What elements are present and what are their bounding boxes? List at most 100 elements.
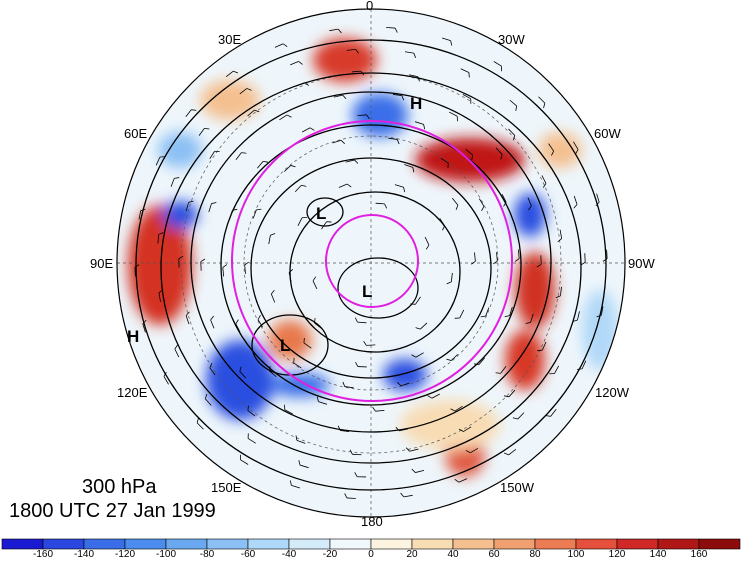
wind-barb	[474, 252, 476, 262]
wind-barb-flag	[580, 261, 586, 266]
wind-barb	[454, 405, 463, 412]
wind-barb	[222, 267, 225, 277]
colorbar-tick-label: 100	[567, 549, 585, 560]
wind-barb	[297, 217, 303, 226]
wind-barb-flag	[492, 260, 498, 265]
wind-barb-flag	[355, 361, 359, 367]
wind-barb-flag	[342, 381, 346, 387]
colorbar-tick-label: 0	[368, 549, 374, 560]
lon-label-30e: 30E	[218, 32, 242, 47]
wind-barb	[256, 161, 264, 169]
wind-barb	[581, 360, 587, 370]
wind-barb-flag	[178, 255, 184, 260]
low-center-marker: L	[362, 282, 373, 301]
wind-barb-flag	[254, 109, 260, 113]
wind-barb-flag	[542, 183, 547, 188]
wind-barb-flag	[411, 468, 416, 473]
wind-barb-flag	[473, 363, 480, 366]
wind-barb	[408, 74, 418, 77]
wind-barb	[321, 221, 327, 230]
wind-barb-flag	[425, 244, 430, 250]
map-boundary	[116, 8, 626, 518]
wind-barb-flag	[401, 95, 405, 101]
wind-barb	[196, 422, 204, 430]
wind-barb	[155, 156, 161, 166]
wind-barb	[158, 292, 161, 302]
wind-barb-flag	[503, 452, 509, 456]
colorbar-swatch	[493, 538, 536, 550]
wind-barb	[388, 137, 398, 140]
wind-barb-flag	[360, 70, 365, 76]
low-center-marker: L	[316, 204, 327, 223]
lon-label-90e: 90E	[90, 256, 114, 271]
wind-barb-flag	[423, 124, 426, 130]
wind-barb	[340, 430, 350, 432]
wind-barb-flag	[239, 366, 242, 372]
wind-barb	[333, 94, 343, 98]
wind-barb	[548, 143, 554, 152]
wind-barb	[296, 82, 305, 87]
wind-barb	[375, 409, 385, 412]
wind-barb-flag	[446, 358, 452, 361]
wind-barb	[208, 203, 212, 213]
colorbar-swatch	[452, 538, 495, 550]
wind-barb	[210, 319, 215, 329]
wind-barb-flag	[454, 478, 460, 483]
wind-barb-flag	[340, 139, 346, 144]
wind-barb-flag	[536, 263, 542, 268]
wind-barb-flag	[495, 372, 501, 374]
wind-barb	[554, 365, 560, 374]
lon-label-120e: 120E	[117, 385, 148, 400]
colorbar-swatch	[575, 538, 618, 550]
wind-barb-flag	[241, 152, 247, 154]
wind-barb-flag	[185, 311, 190, 316]
colorbar-swatch	[616, 538, 659, 550]
wind-barb-flag	[504, 395, 510, 398]
wind-barb	[284, 409, 293, 415]
wind-barb	[403, 494, 413, 498]
wind-barb	[314, 322, 322, 329]
wind-barb	[600, 306, 604, 316]
wind-barb	[530, 313, 534, 323]
colorbar-tick-label: 140	[649, 549, 667, 560]
colorbar-swatch	[657, 538, 700, 550]
wind-barb	[596, 193, 600, 203]
wind-barb	[299, 464, 309, 469]
wind-barb	[458, 478, 468, 483]
wind-barb	[485, 307, 490, 317]
wind-barb-flag	[394, 27, 398, 33]
wind-barb	[303, 342, 312, 349]
wind-barb	[269, 370, 277, 378]
wind-barb-flag	[344, 493, 348, 499]
wind-barb-flag	[204, 393, 208, 399]
wind-barb-flag	[142, 319, 147, 325]
wind-barb	[252, 209, 257, 219]
colorbar-tick-label: 120	[608, 549, 626, 560]
wind-barb-flag	[400, 492, 405, 498]
wind-barb-flag	[363, 340, 367, 346]
wind-barb	[431, 393, 440, 399]
lon-label-30w: 30W	[498, 32, 525, 47]
wind-barb	[400, 382, 410, 387]
wind-barb-flag	[309, 127, 315, 131]
height-contours	[135, 39, 607, 491]
wind-barb	[559, 286, 562, 296]
wind-barb	[509, 306, 513, 316]
wind-barb-flag	[270, 233, 276, 236]
wind-barb-flag	[210, 315, 214, 321]
wind-barb	[500, 366, 507, 374]
wind-barb-flag	[442, 225, 446, 231]
wind-barb	[399, 428, 409, 432]
wind-barb-flag	[557, 238, 562, 243]
colorbar-tick-label: 160	[690, 549, 708, 560]
colorbar-tick-label: -100	[155, 549, 177, 560]
wind-barb-flag	[312, 276, 317, 282]
wind-barb	[302, 127, 311, 133]
colorbar-tick-label: 40	[447, 549, 459, 560]
low-center-marker: L	[280, 336, 291, 355]
wind-barb-flag	[200, 258, 206, 263]
wind-barb-flag	[256, 208, 262, 211]
wind-barb	[312, 280, 318, 290]
wind-barb	[479, 198, 485, 207]
